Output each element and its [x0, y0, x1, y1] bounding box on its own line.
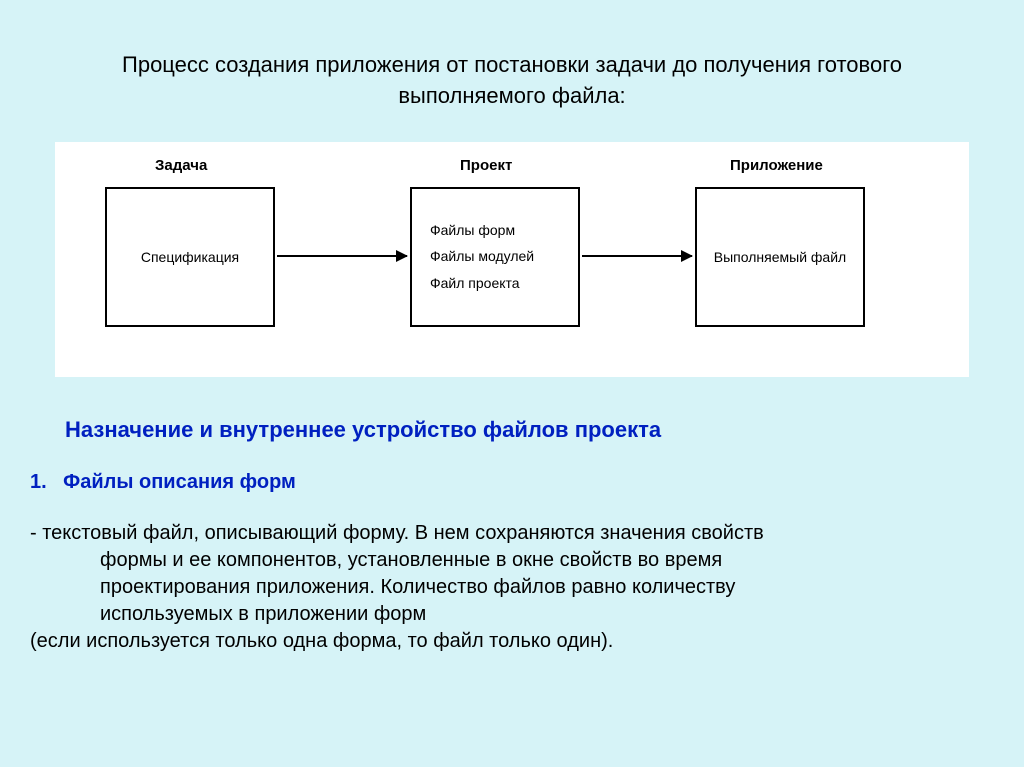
label-application: Приложение	[730, 157, 823, 174]
body-line: используемых в приложении форм	[30, 601, 994, 628]
list-item-1: 1. Файлы описания форм	[30, 471, 1024, 494]
box-line: Файлы модулей	[430, 243, 560, 270]
box-text: Файлы форм Файлы модулей Файл проекта	[412, 217, 578, 297]
body-line: (если используется только одна форма, то…	[30, 630, 613, 652]
section-title: Назначение и внутреннее устройство файло…	[65, 417, 1024, 443]
page-title: Процесс создания приложения от постановк…	[0, 0, 1024, 112]
box-text: Спецификация	[107, 249, 273, 265]
label-project: Проект	[460, 157, 512, 174]
box-executable: Выполняемый файл	[695, 187, 865, 327]
arrow-2	[582, 255, 692, 257]
arrow-1	[277, 255, 407, 257]
list-number: 1.	[30, 471, 47, 493]
body-line: - текстовый файл, описывающий форму. В н…	[30, 522, 764, 544]
body-line: проектирования приложения. Количество фа…	[30, 574, 994, 601]
box-line: Файлы форм	[430, 217, 560, 244]
box-line: Файл проекта	[430, 270, 560, 297]
process-diagram: Задача Проект Приложение Спецификация Фа…	[55, 142, 969, 377]
body-paragraph: - текстовый файл, описывающий форму. В н…	[30, 520, 994, 655]
list-label: Файлы описания форм	[63, 471, 296, 493]
body-line: формы и ее компонентов, установленные в …	[30, 547, 994, 574]
box-specification: Спецификация	[105, 187, 275, 327]
label-task: Задача	[155, 157, 207, 174]
box-text: Выполняемый файл	[697, 249, 863, 265]
box-project-files: Файлы форм Файлы модулей Файл проекта	[410, 187, 580, 327]
